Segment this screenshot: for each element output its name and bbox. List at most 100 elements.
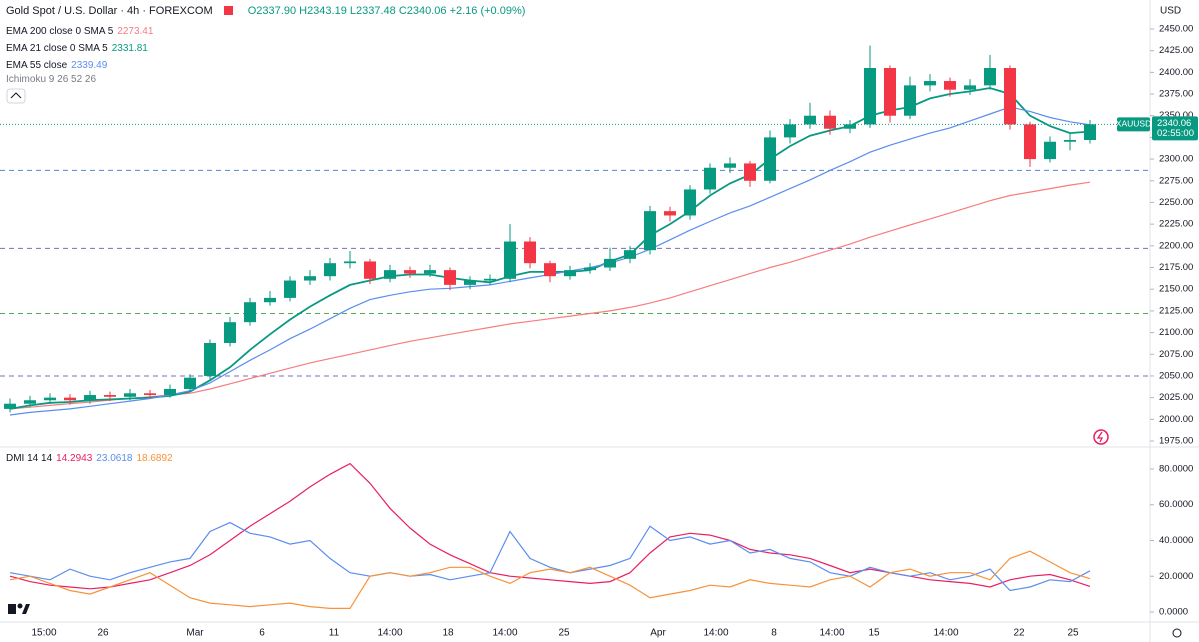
y-tick-label: 2375.00 <box>1159 89 1193 100</box>
x-tick-label: 14:00 <box>703 628 728 639</box>
x-tick-label: 25 <box>558 628 570 639</box>
x-tick-label: 6 <box>259 628 265 639</box>
candle-body <box>504 241 516 279</box>
symbol: Gold Spot / U.S. Dollar · 4h · FOREXCOM <box>6 5 213 17</box>
indicator-line <box>9 550 1091 610</box>
x-tick-label: 11 <box>329 628 340 639</box>
x-tick-label: Apr <box>650 628 666 639</box>
candle-body <box>344 261 356 264</box>
candle-body <box>664 211 676 216</box>
candle-body <box>1024 124 1036 160</box>
legend-value: 14.2943 <box>56 453 93 464</box>
legend-name: EMA 21 close 0 SMA 5 <box>6 43 108 54</box>
candle-body <box>904 85 916 116</box>
candle-body <box>844 124 856 129</box>
candle-body <box>364 261 376 279</box>
x-tick-label: 25 <box>1067 628 1079 639</box>
y-tick-label: 2100.00 <box>1159 327 1193 338</box>
candle-body <box>744 163 756 181</box>
x-tick-label: 22 <box>1013 628 1025 639</box>
y-tick-label: 2400.00 <box>1159 67 1193 78</box>
candle-body <box>764 137 776 181</box>
y-tick-label: 2350.00 <box>1159 110 1193 121</box>
legend-value: 2331.81 <box>111 43 148 54</box>
candle-body <box>264 297 276 303</box>
legend-value: 2339.49 <box>71 60 108 71</box>
candle-body <box>424 270 436 274</box>
y-tick-label: 2275.00 <box>1159 175 1193 186</box>
candle-body <box>1004 68 1016 125</box>
x-tick-label: 15 <box>868 628 880 639</box>
candle-body <box>784 124 796 138</box>
ticker-label: XAUUSD <box>1116 119 1151 129</box>
candle-body <box>864 68 876 125</box>
candle-body <box>604 258 616 268</box>
y-tick-label: 2150.00 <box>1159 284 1193 295</box>
candle-body <box>404 270 416 274</box>
candle-body <box>724 163 736 168</box>
ticker-box <box>1117 117 1150 132</box>
y-tick-label: 2450.00 <box>1159 23 1193 34</box>
x-tick-label: 18 <box>442 628 454 639</box>
candle-body <box>524 241 536 264</box>
y-tick-label: 2025.00 <box>1159 392 1193 403</box>
candle-body <box>44 397 56 401</box>
dmi-legend: DMI 14 14 14.2943 23.0618 18.6892 <box>6 453 177 464</box>
candle-body <box>924 81 936 86</box>
countdown: 02:55:00 <box>1157 128 1194 139</box>
candle-body <box>384 270 396 279</box>
candle-body <box>944 81 956 90</box>
price-box <box>1152 116 1198 141</box>
candle-body <box>564 270 576 277</box>
y-tick-label: 60.0000 <box>1159 499 1193 510</box>
legend-entry: EMA 21 close 0 SMA 5 2331.81 <box>6 40 157 57</box>
candle-body <box>244 302 256 323</box>
y-tick-label: 2175.00 <box>1159 262 1193 273</box>
candle-body <box>704 167 716 190</box>
x-tick-label: 14:00 <box>377 628 402 639</box>
symbol-line: Gold Spot / U.S. Dollar · 4h · FOREXCOM … <box>6 5 529 17</box>
flag[interactable] <box>223 6 233 15</box>
collapse-button[interactable] <box>6 88 26 104</box>
legend-value: 2273.41 <box>117 26 154 37</box>
candle-body <box>184 377 196 389</box>
y-tick-label: 2050.00 <box>1159 370 1193 381</box>
candle-body <box>684 189 696 216</box>
indicator-line <box>9 462 1091 590</box>
y-tick-label: 2225.00 <box>1159 219 1193 230</box>
alert-icon[interactable] <box>1093 429 1109 445</box>
candle-body <box>124 393 136 397</box>
candle-body <box>64 397 76 401</box>
legend-entry: EMA 200 close 0 SMA 5 2273.41 <box>6 23 157 40</box>
candle-body <box>824 115 836 129</box>
y-tick-label: 2425.00 <box>1159 45 1193 56</box>
candle-body <box>464 280 476 285</box>
legend-name: EMA 55 close <box>6 60 68 71</box>
x-tick-label: 26 <box>97 628 109 639</box>
x-tick-label: 15:00 <box>31 628 56 639</box>
x-tick-label: 14:00 <box>819 628 844 639</box>
candle-body <box>1064 140 1076 142</box>
legend-value: 23.0618 <box>96 453 133 464</box>
x-tick-label: 8 <box>771 628 777 639</box>
candle-body <box>144 393 156 396</box>
y-tick-label: 2075.00 <box>1159 349 1193 360</box>
candle-body <box>624 250 636 259</box>
indicator-legend: EMA 200 close 0 SMA 5 2273.41 EMA 21 close… <box>6 23 157 74</box>
candle-body <box>24 400 36 404</box>
pane-title: DMI 14 14 <box>6 453 53 464</box>
candle-body <box>224 322 236 343</box>
candle-body <box>644 211 656 251</box>
candle-body <box>884 68 896 116</box>
y-tick-label: 20.0000 <box>1159 571 1193 582</box>
candle-body <box>544 263 556 277</box>
x-tick-label: 14:00 <box>933 628 958 639</box>
x-tick-label: Mar <box>186 628 204 639</box>
candle-body <box>4 403 16 409</box>
legend-name: EMA 200 close 0 SMA 5 <box>6 26 114 37</box>
y-tick-label: 2000.00 <box>1159 414 1193 425</box>
settings-icon[interactable] <box>1172 628 1182 638</box>
candle-body <box>964 85 976 90</box>
